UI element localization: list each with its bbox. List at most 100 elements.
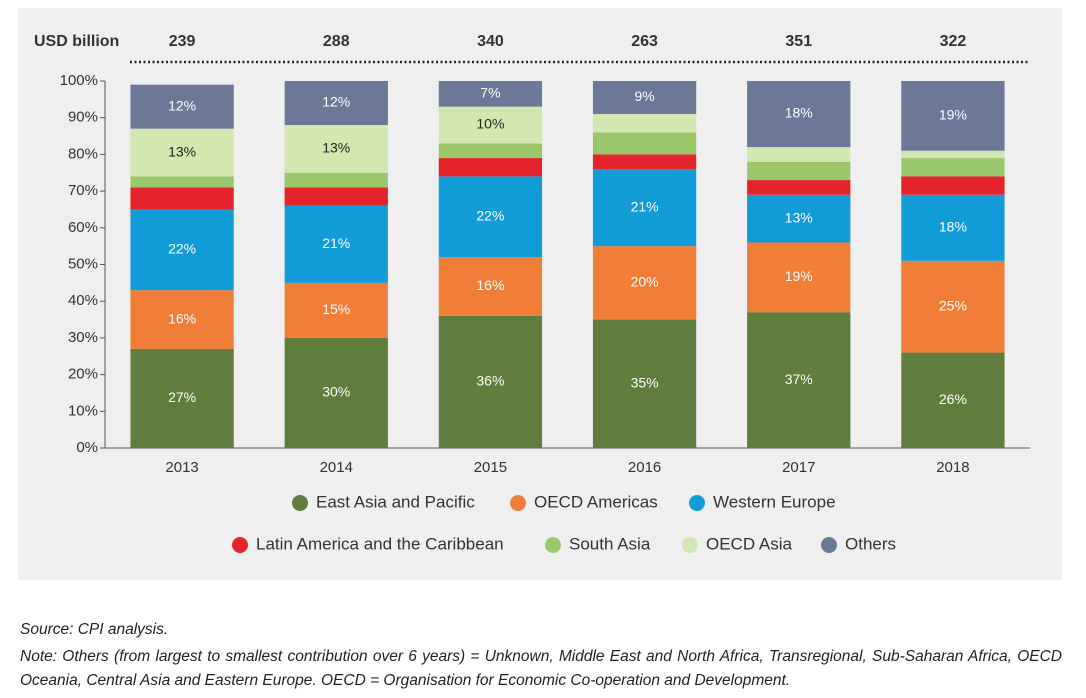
bar-segment (901, 81, 1005, 151)
legend-label: OECD Americas (534, 492, 658, 511)
bar-segment (130, 176, 234, 188)
data-label: 22% (476, 207, 504, 223)
bar-segment (438, 176, 543, 258)
data-label: 13% (322, 140, 350, 156)
bar-segment (747, 180, 851, 195)
bar-segment (130, 209, 234, 291)
data-label: 27% (168, 389, 196, 405)
y-tick-label: 20% (68, 366, 98, 383)
bar-segment (130, 290, 234, 349)
legend-swatch (232, 537, 248, 553)
legend-label: South Asia (569, 534, 651, 553)
bar-segment (130, 348, 234, 448)
bar-segment (592, 114, 697, 133)
data-label: 7% (480, 85, 500, 101)
data-label: 16% (476, 277, 504, 293)
legend-label: OECD Asia (706, 534, 793, 553)
data-label: 25% (939, 297, 967, 313)
total-label: 263 (631, 33, 658, 50)
bar-segment (592, 169, 697, 247)
data-label: 18% (785, 105, 813, 121)
data-label: 21% (322, 235, 350, 251)
legend-label: Western Europe (713, 492, 836, 511)
data-label: 12% (322, 94, 350, 110)
data-label: 19% (939, 107, 967, 123)
bar-segment (747, 147, 851, 162)
legend-swatch (510, 495, 526, 511)
x-tick-label: 2015 (474, 459, 507, 476)
legend-swatch (292, 495, 308, 511)
bar-segment (438, 158, 543, 177)
bar-segment (901, 150, 1005, 159)
total-label: 239 (169, 33, 196, 50)
legend-swatch (682, 537, 698, 553)
bar-segment (130, 187, 234, 210)
data-label: 21% (631, 198, 659, 214)
y-tick-label: 50% (68, 255, 98, 272)
data-label: 35% (631, 374, 659, 390)
bar-segment (901, 352, 1005, 448)
y-tick-label: 60% (68, 219, 98, 236)
bar-segment (592, 132, 697, 155)
x-tick-label: 2018 (936, 459, 969, 476)
totals-label: USD billion (34, 33, 119, 50)
bar-segment (284, 205, 388, 283)
legend-label: Latin America and the Caribbean (256, 534, 504, 553)
bar-segment (592, 319, 697, 448)
data-label: 26% (939, 391, 967, 407)
y-tick-label: 100% (60, 72, 98, 89)
y-tick-label: 70% (68, 182, 98, 199)
note: Note: Others (from largest to smallest c… (20, 648, 1062, 689)
legend-label: Others (845, 534, 896, 553)
legend-swatch (821, 537, 837, 553)
bar-segment (747, 312, 851, 448)
y-tick-label: 0% (76, 439, 98, 456)
bar-segment (592, 154, 697, 170)
total-label: 340 (477, 33, 504, 50)
bar-segment (592, 81, 697, 115)
bar-segment (284, 337, 388, 448)
x-tick-label: 2017 (782, 459, 815, 476)
data-label: 13% (785, 209, 813, 225)
bar-segment (284, 81, 388, 126)
y-tick-label: 90% (68, 109, 98, 126)
bar-segment (747, 194, 851, 243)
bar-segment (747, 161, 851, 181)
data-label: 37% (785, 371, 813, 387)
bar-segment (901, 176, 1005, 195)
y-tick-label: 30% (68, 329, 98, 346)
bar-segment (747, 242, 851, 313)
x-tick-label: 2013 (165, 459, 198, 476)
legend-label: East Asia and Pacific (316, 492, 475, 511)
data-label: 36% (476, 373, 504, 389)
data-label: 13% (168, 143, 196, 159)
data-label: 16% (168, 310, 196, 326)
data-label: 9% (634, 88, 654, 104)
chart: USD billion 0% 10% 20% 30% 40% 50% 60% 70% 80% 90… (18, 8, 1062, 580)
bar-segment (747, 81, 851, 148)
data-label: 10% (476, 116, 504, 132)
bar-segment (130, 84, 234, 129)
bar-segment (438, 257, 543, 316)
y-tick-label: 40% (68, 292, 98, 309)
data-label: 12% (168, 97, 196, 113)
bar-segment (284, 172, 388, 188)
bar-segment (284, 187, 388, 206)
bar-segment (592, 246, 697, 320)
data-label: 22% (168, 241, 196, 257)
bar-segment (438, 81, 543, 107)
bar-segment (284, 282, 388, 338)
x-tick-label: 2014 (320, 459, 353, 476)
legend-swatch (545, 537, 561, 553)
bar-segment (438, 315, 543, 448)
total-label: 288 (323, 33, 350, 50)
data-label: 15% (322, 301, 350, 317)
total-label: 351 (785, 33, 812, 50)
x-tick-label: 2016 (628, 459, 661, 476)
y-tick-label: 80% (68, 145, 98, 162)
data-label: 20% (631, 274, 659, 290)
bar-segment (438, 106, 543, 144)
data-label: 18% (939, 219, 967, 235)
source: Source: CPI analysis. (20, 621, 169, 638)
